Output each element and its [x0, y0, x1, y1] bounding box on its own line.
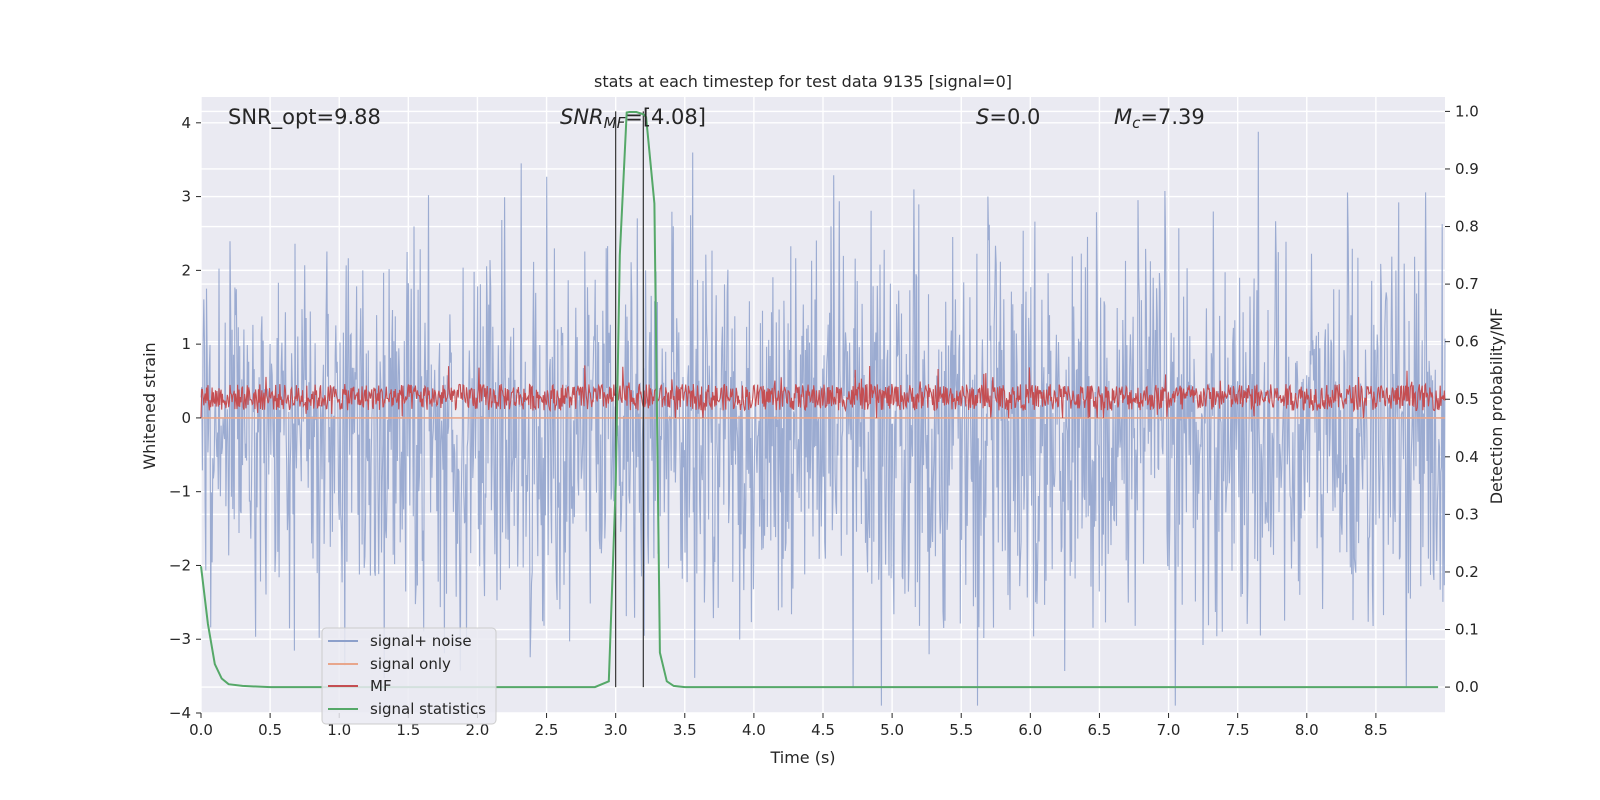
- x-tick-label: 0.5: [258, 721, 282, 739]
- x-tick-label: 7.5: [1226, 721, 1250, 739]
- y-right-tick-label: 0.9: [1455, 160, 1479, 178]
- y-right-tick-label: 0.2: [1455, 563, 1479, 581]
- x-tick-label: 6.5: [1088, 721, 1112, 739]
- y-left-tick-label: 0: [181, 409, 191, 427]
- annotation-s-var: S: [976, 105, 989, 129]
- x-tick-label: 4.5: [811, 721, 835, 739]
- legend-label-signal-statistics: signal statistics: [370, 700, 486, 718]
- annotation-snr-mf-base: SNR: [560, 105, 604, 129]
- y-left-tick-label: 2: [181, 261, 191, 279]
- x-tick-label: 2.5: [535, 721, 559, 739]
- y-right-tick-label: 0.1: [1455, 621, 1479, 639]
- x-tick-label: 3.0: [604, 721, 628, 739]
- series-mf: [200, 365, 1446, 418]
- annotation-mc-var: M: [1114, 105, 1132, 129]
- annotation-mc-value: =7.39: [1140, 105, 1204, 129]
- y-right-tick-label: 0.4: [1455, 448, 1479, 466]
- y-right-tick-label: 0.8: [1455, 218, 1479, 236]
- x-tick-label: 2.0: [466, 721, 490, 739]
- x-tick-label: 5.5: [949, 721, 973, 739]
- y-right-tick-label: 0.6: [1455, 333, 1479, 351]
- y-left-tick-label: −2: [169, 556, 191, 574]
- y-axis-right-label: Detection probability/MF: [1487, 308, 1506, 505]
- series-line-mf: [200, 365, 1446, 418]
- annotation-s: S=0.0: [976, 105, 1040, 129]
- legend-frame: [321, 627, 497, 725]
- annotation-snr-mf-value: =[4.08]: [625, 105, 706, 129]
- series-line-signal-noise: [200, 131, 1446, 706]
- legend-label-signal-noise: signal+ noise: [370, 632, 472, 650]
- y-right-tick-label: 0.0: [1455, 678, 1479, 696]
- x-tick-label: 8.0: [1295, 721, 1319, 739]
- x-tick-label: 1.5: [396, 721, 420, 739]
- annotation-snr-mf-sub: MF: [604, 114, 626, 132]
- x-tick-label: 8.5: [1364, 721, 1388, 739]
- x-tick-label: 4.0: [742, 721, 766, 739]
- annotation-snr-mf: SNRMF=[4.08]: [560, 105, 706, 132]
- annotation-s-value: =0.0: [989, 105, 1040, 129]
- series-signal-noise: [200, 131, 1446, 706]
- x-tick-label: 3.5: [673, 721, 697, 739]
- y-left-tick-label: 4: [181, 114, 191, 132]
- y-right-tick-label: 0.7: [1455, 275, 1479, 293]
- x-axis-ticks: 0.0 0.5 1.0 1.5 2.0 2.5 3.0 3.5 4.0 4.5 5.0 5.5 6.0 6…: [189, 713, 1388, 739]
- y-axis-left-label: Whitened strain: [140, 342, 159, 469]
- x-tick-label: 7.0: [1157, 721, 1181, 739]
- annotation-mc: Mc=7.39: [1114, 105, 1205, 132]
- y-left-tick-label: −4: [169, 704, 191, 722]
- y-axis-right-ticks: 1.0 0.9 0.8 0.7 0.6 0.5 0.4 0.3 0.2 0.1 0.0: [1445, 102, 1479, 696]
- legend: signal+ noise signal only MF signal stat…: [321, 627, 497, 725]
- y-axis-left-ticks: 4 3 2 1 0 −1 −2 −3 −4: [169, 114, 201, 722]
- x-tick-label: 5.0: [880, 721, 904, 739]
- x-tick-label: 6.0: [1018, 721, 1042, 739]
- annotation-mc-sub: c: [1132, 114, 1141, 132]
- chart-title: stats at each timestep for test data 913…: [594, 72, 1012, 91]
- y-left-tick-label: −1: [169, 483, 191, 501]
- y-left-tick-label: −3: [169, 630, 191, 648]
- x-tick-label: 1.0: [327, 721, 351, 739]
- series-signal-statistics: [200, 111, 1439, 689]
- y-right-tick-label: 0.3: [1455, 505, 1479, 523]
- vertical-markers: [615, 111, 644, 688]
- annotation-snr-opt: SNR_opt=9.88: [228, 105, 381, 130]
- legend-label-signal-only: signal only: [370, 655, 451, 673]
- y-right-tick-label: 1.0: [1455, 102, 1479, 120]
- y-left-tick-label: 1: [181, 335, 191, 353]
- series-line-signal-statistics: [200, 111, 1439, 689]
- y-right-tick-label: 0.5: [1455, 390, 1479, 408]
- x-tick-label: 0.0: [189, 721, 213, 739]
- y-left-tick-label: 3: [181, 188, 191, 206]
- x-axis-label: Time (s): [769, 748, 835, 767]
- legend-label-mf: MF: [370, 677, 392, 695]
